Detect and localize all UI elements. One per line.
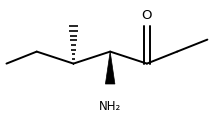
Text: NH₂: NH₂ — [99, 100, 121, 113]
Polygon shape — [105, 52, 115, 84]
Text: O: O — [142, 9, 152, 22]
